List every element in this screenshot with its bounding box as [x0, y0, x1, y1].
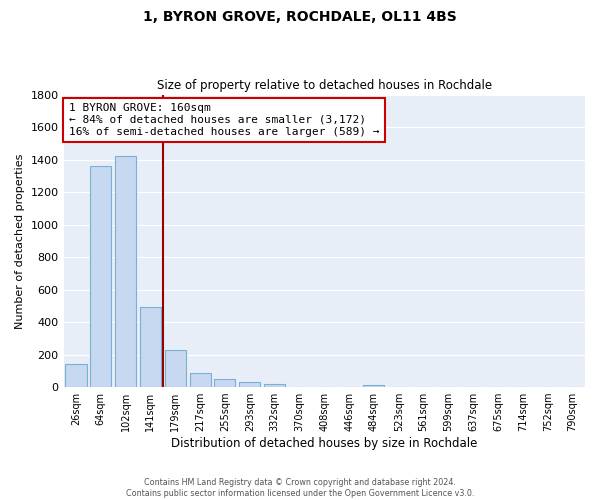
Bar	[140, 306, 161, 387]
Y-axis label: Number of detached properties: Number of detached properties	[15, 153, 25, 328]
Bar	[165, 350, 186, 387]
Bar	[239, 382, 260, 387]
Bar	[264, 384, 285, 387]
Text: 1, BYRON GROVE, ROCHDALE, OL11 4BS: 1, BYRON GROVE, ROCHDALE, OL11 4BS	[143, 10, 457, 24]
Text: 1 BYRON GROVE: 160sqm
← 84% of detached houses are smaller (3,172)
16% of semi-d: 1 BYRON GROVE: 160sqm ← 84% of detached …	[69, 104, 379, 136]
X-axis label: Distribution of detached houses by size in Rochdale: Distribution of detached houses by size …	[171, 437, 478, 450]
Bar	[65, 364, 86, 387]
Bar	[90, 166, 112, 387]
Bar	[214, 379, 235, 387]
Title: Size of property relative to detached houses in Rochdale: Size of property relative to detached ho…	[157, 79, 492, 92]
Text: Contains HM Land Registry data © Crown copyright and database right 2024.
Contai: Contains HM Land Registry data © Crown c…	[126, 478, 474, 498]
Bar	[190, 374, 211, 387]
Bar	[115, 156, 136, 387]
Bar	[364, 384, 385, 387]
